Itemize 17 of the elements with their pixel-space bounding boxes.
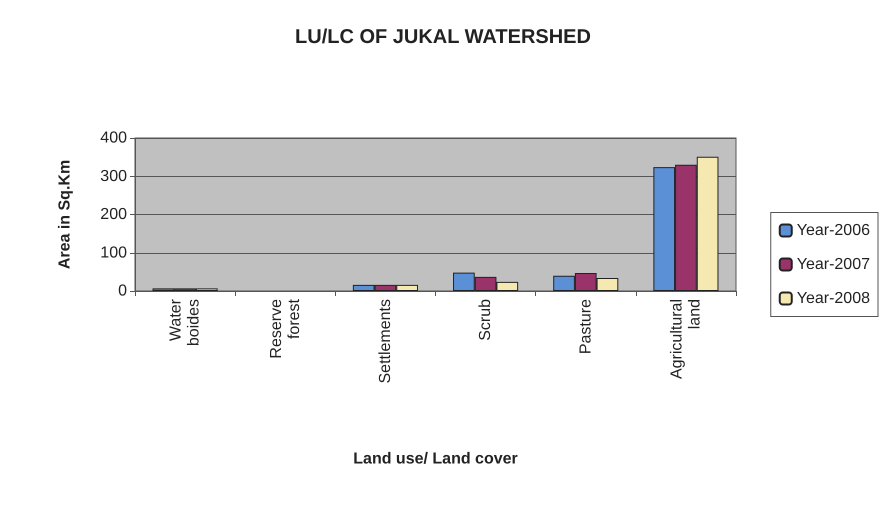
- x-tick-label: Pasture: [577, 298, 594, 354]
- x-tick-label: Water boides: [168, 298, 203, 346]
- x-tick-label: Reserve forest: [268, 298, 303, 359]
- y-tick-label: 400: [100, 130, 128, 146]
- legend-label: Year-2006: [796, 222, 870, 239]
- legend-label: Year-2007: [796, 256, 870, 273]
- y-tick-label: 300: [100, 168, 128, 185]
- x-tick-label: Agricultural land: [668, 299, 704, 380]
- y-tick-label: 200: [100, 206, 128, 223]
- legend-label: Year-2008: [796, 290, 870, 307]
- y-tick-label: 0: [118, 282, 128, 300]
- x-tick-label: Settlements: [376, 299, 394, 384]
- chart-title: LU/LC OF JUKAL WATERSHED: [295, 26, 591, 48]
- x-tick-label: Scrub: [477, 298, 494, 341]
- y-tick-label: 100: [100, 244, 128, 262]
- y-axis-title: Area in Sq.Km: [56, 160, 74, 270]
- x-axis-title: Land use/ Land cover: [353, 450, 518, 468]
